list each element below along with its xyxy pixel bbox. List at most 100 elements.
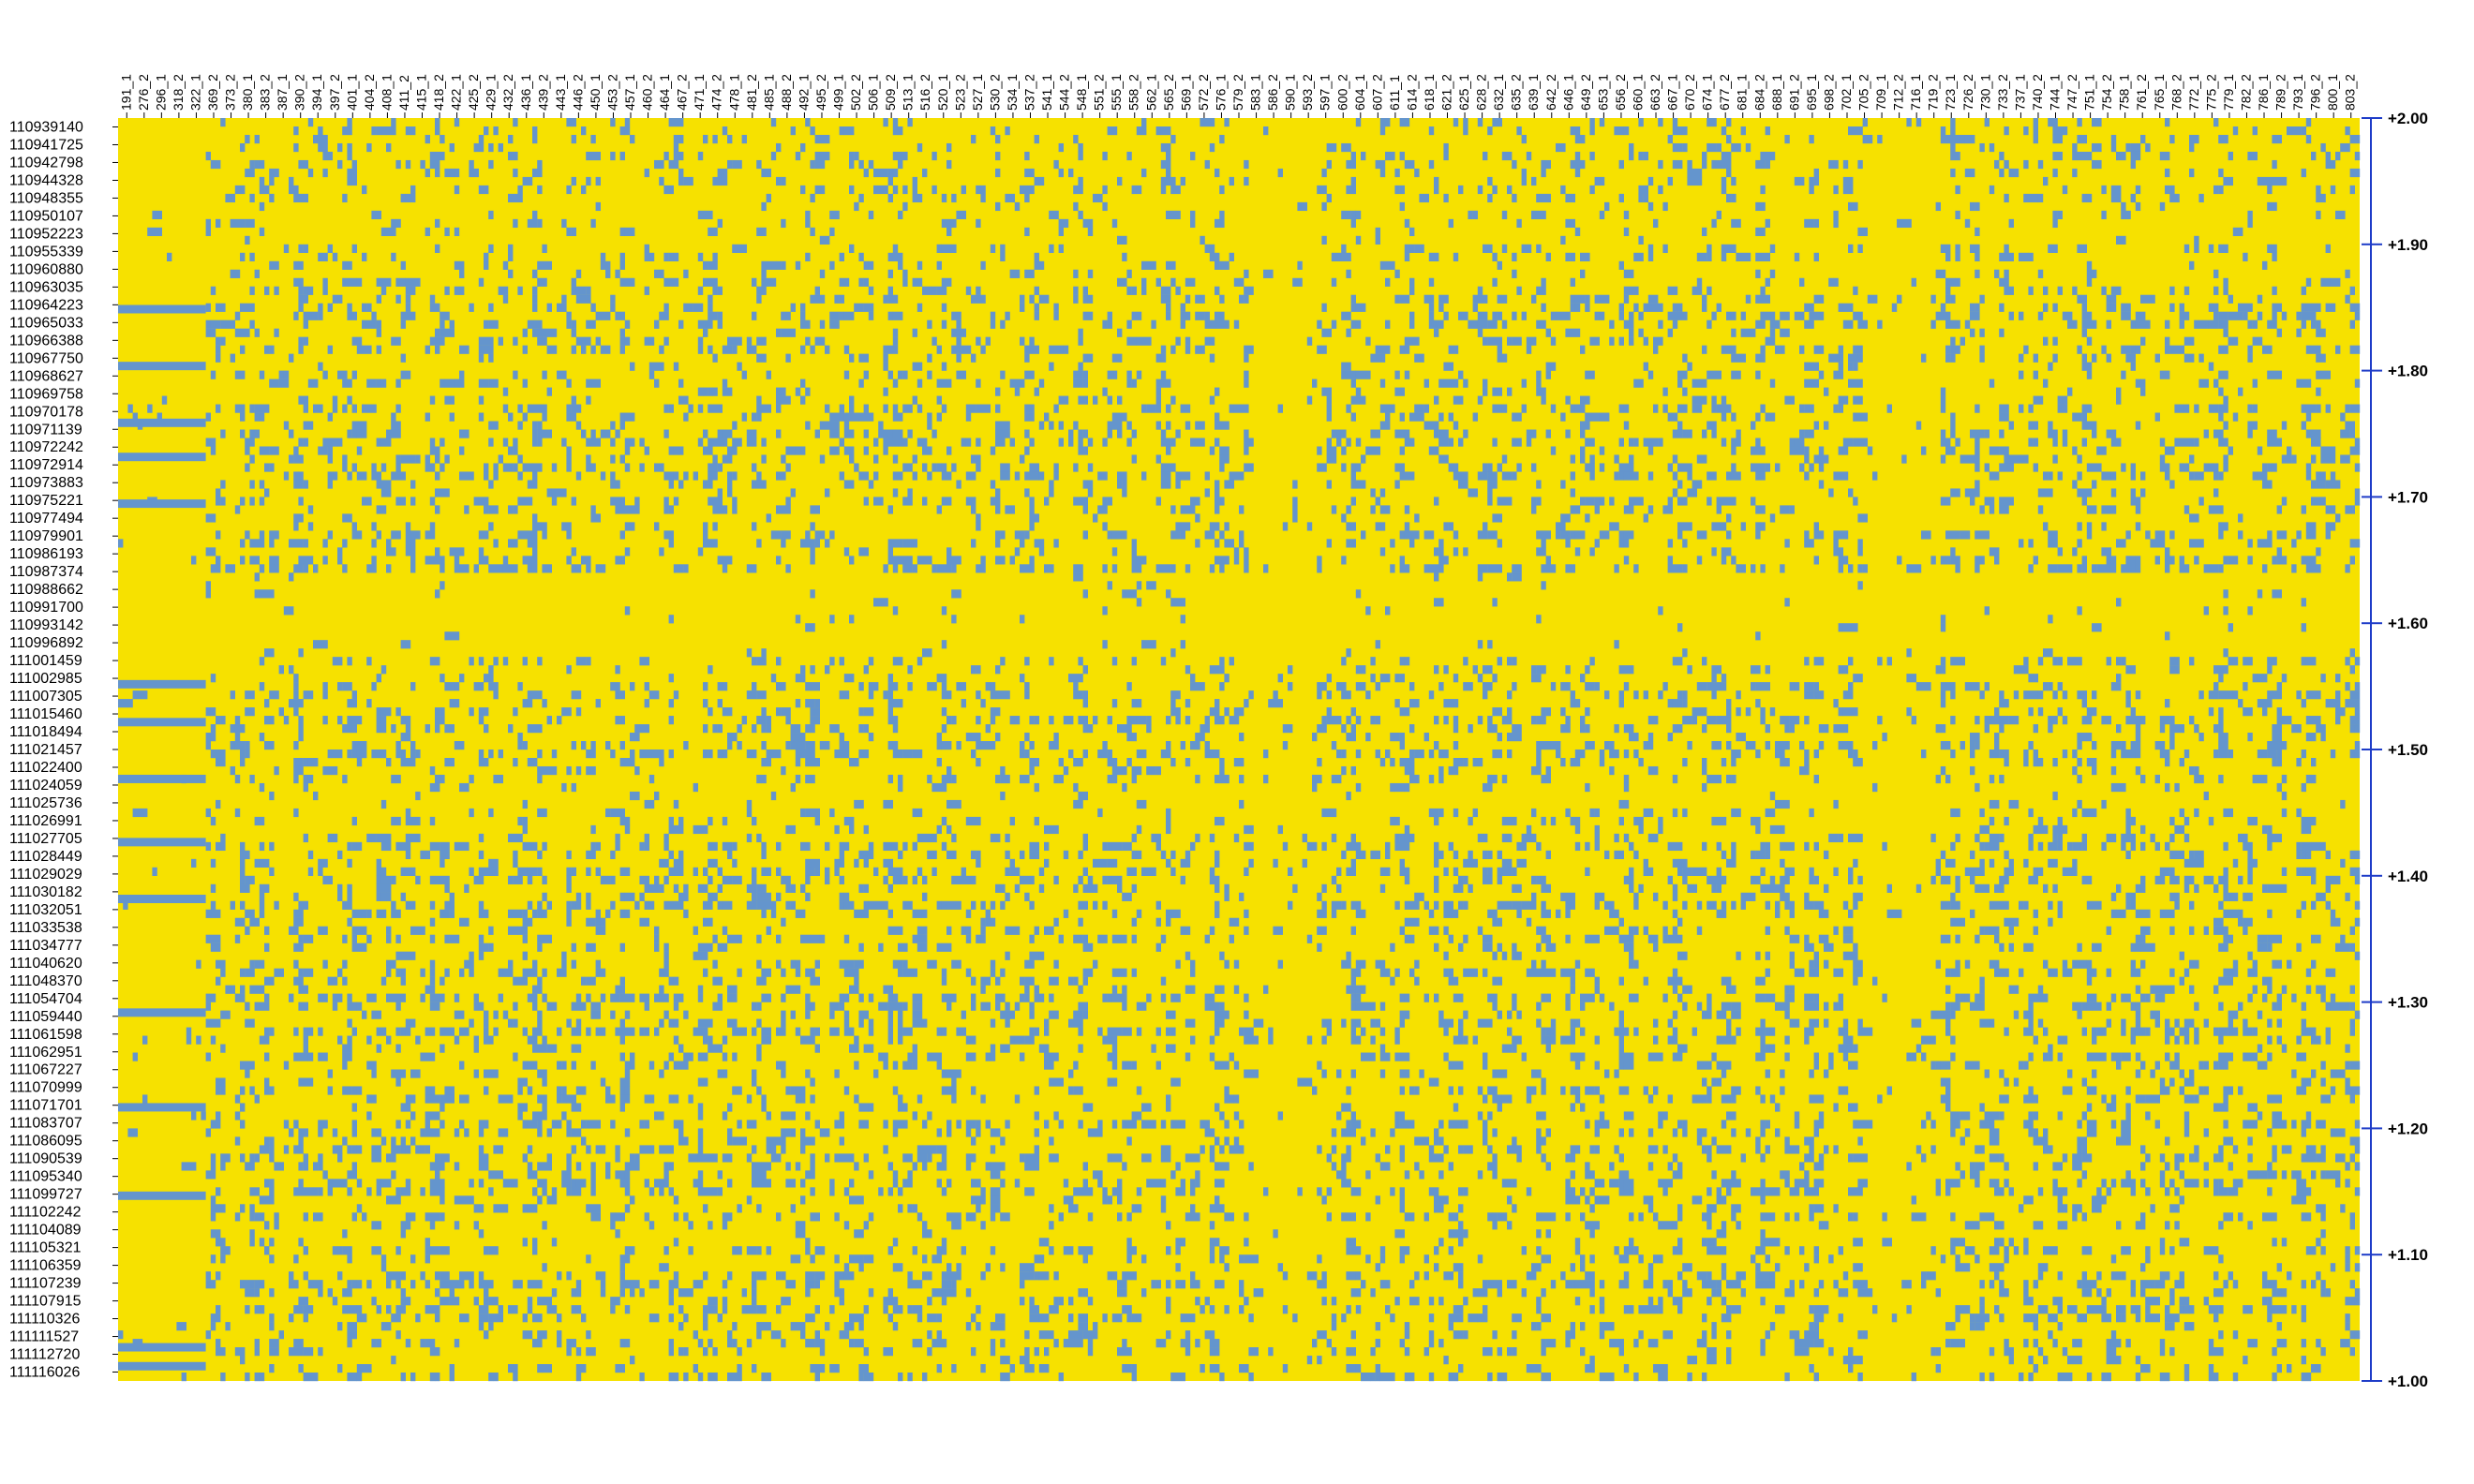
heatmap-cell-302: [1842, 159, 1849, 170]
heatmap-cell-2493: [668, 480, 674, 489]
heatmap-cell-3501: [839, 690, 850, 700]
heatmap-cell-1507: [1682, 353, 1688, 363]
heatmap-cell-3190: [892, 606, 899, 616]
heatmap-cell-773: [459, 260, 465, 270]
heatmap-cell-2629: [1751, 497, 1756, 506]
heatmap-cell-873: [1385, 277, 1391, 287]
heatmap-cell-4159: [2165, 757, 2170, 767]
heatmap-cell-2154: [2033, 438, 2038, 447]
heatmap-cell-783: [781, 260, 786, 270]
heatmap-cell-775: [502, 260, 509, 270]
heatmap-cell-1266: [1964, 319, 1971, 329]
heatmap-cell-3195: [1658, 606, 1663, 616]
heatmap-cell-13: [883, 118, 888, 127]
heatmap-cell-317: [347, 168, 357, 178]
heatmap-cell-3093: [1049, 564, 1054, 573]
heatmap-cell-1625: [440, 378, 445, 388]
heatmap-cell-189: [2340, 142, 2350, 153]
heatmap-cell-3213: [1838, 623, 1843, 632]
heatmap-cell-1786: [697, 404, 704, 413]
heatmap-cell-2383: [2305, 463, 2312, 472]
heatmap-cell-700: [2077, 244, 2087, 253]
heatmap-cell-479: [342, 193, 348, 203]
heatmap-cell-1149: [1458, 311, 1468, 320]
heatmap-cell-2606: [1155, 497, 1161, 506]
heatmap-cell-2025: [1107, 429, 1112, 438]
heatmap-cell-3643: [990, 707, 1001, 717]
heatmap-cell-282: [1375, 159, 1380, 170]
heatmap-cell-1249: [1541, 319, 1546, 329]
heatmap-cell-2317: [551, 463, 558, 472]
heatmap-cell-1995: [356, 429, 367, 438]
heatmap-cell-2133: [1512, 438, 1522, 447]
heatmap-cell-3467: [1940, 682, 1946, 691]
heatmap-cell-3146: [2203, 564, 2219, 573]
heatmap-cell-4518: [2106, 833, 2117, 843]
heatmap-cell-1564: [459, 370, 465, 379]
heatmap-cell-4513: [1999, 833, 2005, 843]
heatmap-cell-3865: [400, 733, 406, 742]
heatmap-cell-112: [712, 134, 718, 144]
heatmap-cell-999: [1438, 294, 1449, 304]
heatmap-cell-621: [259, 227, 265, 237]
heatmap-cell-1498: [1082, 353, 1088, 363]
heatmap-cell-1462: [1853, 345, 1858, 354]
heatmap-cell-673: [941, 244, 957, 253]
heatmap-cell-399: [1731, 176, 1736, 186]
row-label-40: 111027705: [9, 831, 82, 847]
heatmap-cell-2248: [444, 454, 450, 464]
heatmap-cell-2991: [722, 556, 728, 565]
heatmap-cell-4190: [1448, 765, 1459, 776]
heatmap-cell-3350: [1842, 665, 1849, 675]
heatmap-cell-4502: [1623, 833, 1630, 843]
heatmap-cell-1769: [303, 404, 308, 413]
heatmap-cell-2085: [537, 438, 543, 447]
heatmap-cell-637: [1087, 227, 1094, 237]
heatmap-cell-3697: [557, 716, 562, 725]
heatmap-cell-3465: [1848, 682, 1854, 691]
heatmap-cell-3628: [484, 707, 489, 717]
heatmap-cell-2194: [883, 446, 888, 455]
heatmap-cell-4257: [1945, 774, 1951, 784]
heatmap-cell-4493: [1399, 833, 1405, 843]
heatmap-cell-3506: [946, 690, 952, 700]
heatmap-cell-23: [1463, 118, 1468, 127]
heatmap-cell-356: [2008, 168, 2019, 178]
heatmap-cell-129: [1877, 134, 1883, 144]
heatmap-cell-2119: [1170, 438, 1176, 447]
heatmap-cell-835: [2004, 269, 2009, 278]
heatmap-cell-1397: [2252, 336, 2263, 346]
heatmap-cell-1308: [1346, 328, 1351, 337]
heatmap-cell-291: [1658, 159, 1663, 170]
heatmap-cell-2169: [245, 446, 250, 455]
heatmap-cell-4580: [1394, 841, 1410, 852]
heatmap-cell-834: [1994, 269, 2000, 278]
heatmap-cell-163: [1078, 142, 1083, 153]
heatmap-cell-4111: [444, 757, 455, 767]
heatmap-cell-607: [1711, 218, 1717, 229]
heatmap-cell-1504: [1370, 353, 1386, 363]
heatmap-cell-2316: [532, 463, 543, 472]
heatmap-cell-4241: [1263, 774, 1269, 784]
heatmap-cell-2262: [873, 454, 879, 464]
heatmap-cell-3532: [1711, 690, 1717, 700]
heatmap-cell-1733: [1078, 395, 1088, 405]
heatmap-cell-1568: [648, 370, 655, 379]
column-label-102: 712_2: [1891, 74, 1906, 111]
heatmap-cell-3173: [1082, 589, 1088, 599]
heatmap-cell-1563: [400, 370, 411, 379]
heatmap-cell-3935: [819, 741, 826, 750]
heatmap-cell-2122: [1215, 438, 1220, 447]
heatmap-cell-899: [303, 286, 308, 295]
heatmap-cell-1927: [2154, 412, 2160, 422]
column-label-47: 520_1: [935, 74, 950, 111]
heatmap-cell-4334: [2340, 799, 2346, 809]
heatmap-cell-3284: [1589, 657, 1595, 666]
heatmap-cell-3457: [1751, 682, 1756, 691]
heatmap-cell-3897: [2077, 733, 2087, 742]
heatmap-cell-2423: [1014, 471, 1021, 481]
heatmap-cell-2523: [1975, 480, 1980, 489]
heatmap-cell-4100: [2349, 749, 2355, 759]
heatmap-cell-8: [610, 118, 616, 127]
heatmap-cell-3911: [234, 741, 246, 750]
